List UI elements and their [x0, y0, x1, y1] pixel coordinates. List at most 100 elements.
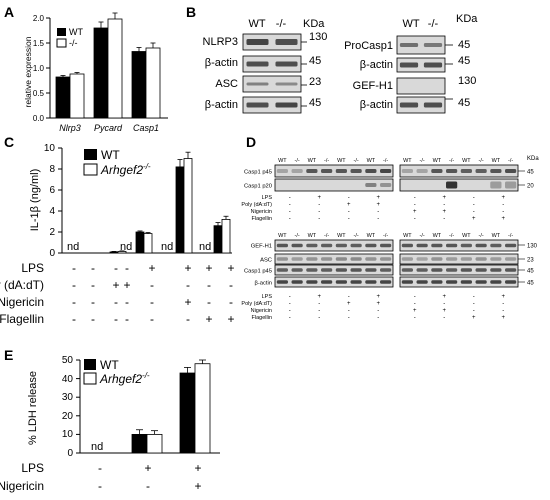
panel-a-ytick: 0.0 [33, 114, 45, 123]
lane-label: -/- [324, 233, 329, 239]
panel-a-ytick: 1.0 [33, 64, 45, 73]
treatment-sign: + [227, 312, 234, 326]
lane-label: WT [462, 158, 471, 164]
treatment-sign: + [148, 261, 155, 275]
treatment-sign: - [289, 315, 291, 321]
blot-d-mw: 45 [527, 281, 534, 287]
treatment-sign: - [414, 216, 416, 222]
treatment-sign: + [347, 301, 351, 307]
treatment-sign: - [98, 461, 102, 475]
treatment-sign: + [347, 202, 351, 208]
blot-b-label: NLRP3 [203, 36, 238, 48]
treatment-sign: - [72, 312, 76, 326]
lane-label: WT [367, 158, 376, 164]
blot-band [246, 102, 269, 108]
treatment-sign: - [289, 209, 291, 215]
panel-a-letter: A [4, 4, 14, 20]
blot-b-kda: KDa [303, 18, 325, 30]
blot-d-label: GEF-H1 [251, 244, 272, 250]
legend-ko-swatch [83, 163, 98, 176]
blot-band [490, 257, 502, 261]
blot-b-label: β-actin [205, 57, 238, 69]
treatment-sign: - [150, 312, 154, 326]
treatment-sign: + [413, 209, 417, 215]
blot-band [350, 268, 362, 272]
lane-label: WT [337, 233, 346, 239]
treatment-sign: + [501, 294, 505, 300]
lane-label: -/- [354, 158, 359, 164]
blot-b-mw: 45 [309, 97, 321, 109]
blot-band [505, 169, 517, 173]
blot-band [460, 169, 472, 173]
treatment-sign: - [150, 278, 154, 292]
legend-ko-swatch [83, 372, 97, 385]
blot-d-label: Casp1 p45 [244, 269, 272, 275]
treatment-sign: - [414, 202, 416, 208]
legend-wt-swatch [57, 28, 66, 36]
bar-ko [145, 47, 161, 119]
treatment-sign: - [348, 308, 350, 314]
blot-band [276, 280, 288, 284]
treatment-label: Flagellin [0, 312, 44, 326]
lane-label: WT [308, 233, 317, 239]
treatment-label: Poly (dA:dT) [241, 301, 272, 307]
treatment-sign: + [501, 216, 505, 222]
treatment-sign: - [502, 202, 504, 208]
panel-a-ylabel: relative expression [23, 36, 33, 107]
lane-label: -/- [295, 158, 300, 164]
blot-band [505, 181, 517, 189]
treatment-sign: - [289, 294, 291, 300]
blot-band [276, 243, 288, 248]
treatment-sign: - [502, 209, 504, 215]
treatment-sign: - [229, 295, 233, 309]
blot-d-mw: 23 [527, 258, 534, 264]
treatment-sign: + [376, 202, 380, 208]
bar-ko [183, 158, 193, 254]
treatment-sign: - [473, 209, 475, 215]
blot-band [291, 169, 303, 173]
bar-ko [143, 233, 153, 254]
blot-band [246, 82, 269, 86]
bar-wt [131, 51, 147, 119]
blot-band [380, 183, 392, 187]
panel-c-nd-label: nd [120, 241, 132, 253]
blot-strip [396, 96, 446, 114]
treatment-label: LPS [262, 195, 273, 201]
blot-strip [396, 77, 446, 95]
panel-c-ytick: 6 [49, 185, 55, 196]
treatment-sign: - [114, 295, 118, 309]
treatment-sign: - [91, 278, 95, 292]
blot-b-mw: 45 [309, 55, 321, 67]
treatment-sign: - [318, 209, 320, 215]
blot-band [431, 243, 443, 248]
treatment-sign: - [207, 278, 211, 292]
blot-band [460, 268, 472, 272]
blot-band [399, 102, 419, 108]
treatment-sign: + [144, 461, 151, 475]
blot-band [276, 268, 288, 272]
bar-ko [221, 218, 231, 254]
bar-wt [175, 166, 185, 254]
treatment-sign: + [472, 315, 476, 321]
treatment-sign: - [125, 261, 129, 275]
panel-c-ylabel: IL-1β (ng/ml) [29, 169, 41, 232]
blot-strip [399, 239, 519, 252]
panel-e-ytick: 30 [62, 392, 74, 403]
lane-label: WT [433, 158, 442, 164]
blot-band [291, 268, 303, 272]
lane-label: -/- [420, 233, 425, 239]
blot-band [276, 257, 288, 261]
lane-label: WT [337, 158, 346, 164]
blot-band [350, 169, 362, 173]
blot-b2-kda: KDa [456, 13, 478, 25]
treatment-sign: - [146, 479, 150, 493]
treatment-sign: - [414, 301, 416, 307]
lane-label: WT [403, 233, 412, 239]
treatment-sign: - [502, 301, 504, 307]
treatment-sign: - [318, 308, 320, 314]
blot-band [446, 243, 458, 248]
panel-d-blots: WT WT -/- -/- WT WT -/- -/- WT WT -/- -/- WT WT -/- -/-… [241, 156, 539, 321]
legend-ko-label: -/- [69, 38, 78, 48]
bar-ko [107, 18, 123, 119]
treatment-label: LPS [21, 261, 44, 275]
